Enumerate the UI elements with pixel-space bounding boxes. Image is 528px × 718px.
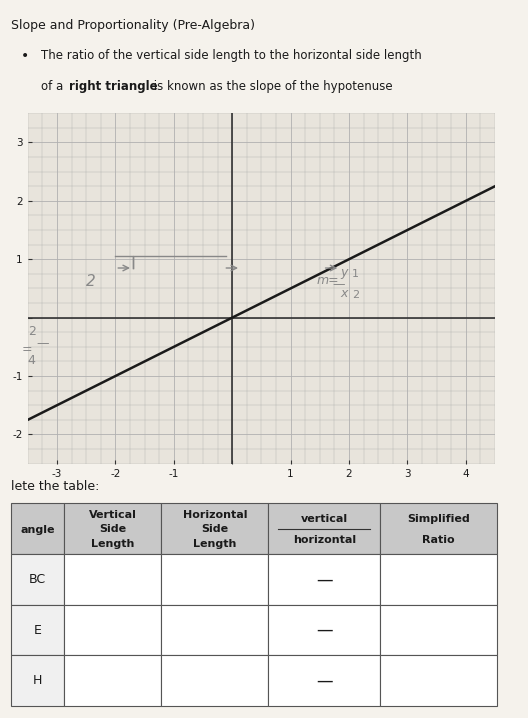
Text: horizontal: horizontal (293, 535, 356, 545)
Text: of a: of a (41, 80, 67, 93)
Text: •: • (21, 50, 29, 63)
Text: BC: BC (29, 573, 46, 586)
Text: H: H (33, 674, 42, 687)
Text: —: — (36, 337, 49, 350)
Text: =: = (22, 342, 33, 355)
Text: Side: Side (201, 524, 229, 534)
Text: Slope and Proportionality (Pre-Algebra): Slope and Proportionality (Pre-Algebra) (11, 19, 254, 32)
Text: —: — (316, 621, 333, 639)
Text: 2: 2 (352, 290, 359, 300)
Text: Length: Length (91, 538, 135, 549)
Text: m=: m= (317, 274, 340, 286)
Text: Vertical: Vertical (89, 510, 137, 520)
Text: Ratio: Ratio (422, 535, 455, 545)
Text: is known as the slope of the hypotenuse: is known as the slope of the hypotenuse (150, 80, 393, 93)
Text: 2: 2 (27, 325, 35, 338)
Text: y: y (340, 266, 347, 279)
Text: right triangle: right triangle (70, 80, 158, 93)
Text: The ratio of the vertical side length to the horizontal side length: The ratio of the vertical side length to… (41, 50, 421, 62)
Text: Simplified: Simplified (407, 515, 470, 524)
Text: 4: 4 (27, 355, 35, 368)
Text: angle: angle (20, 526, 54, 536)
Text: E: E (33, 623, 41, 637)
Text: —: — (333, 279, 345, 292)
Text: —: — (316, 570, 333, 588)
Text: lete the table:: lete the table: (11, 480, 99, 493)
Text: Length: Length (193, 538, 237, 549)
Text: —: — (316, 672, 333, 690)
Text: vertical: vertical (301, 515, 348, 524)
Text: x: x (340, 287, 347, 300)
Text: Side: Side (99, 524, 126, 534)
Text: 1: 1 (352, 269, 359, 279)
Text: 2: 2 (86, 274, 96, 289)
Text: Horizontal: Horizontal (183, 510, 247, 520)
